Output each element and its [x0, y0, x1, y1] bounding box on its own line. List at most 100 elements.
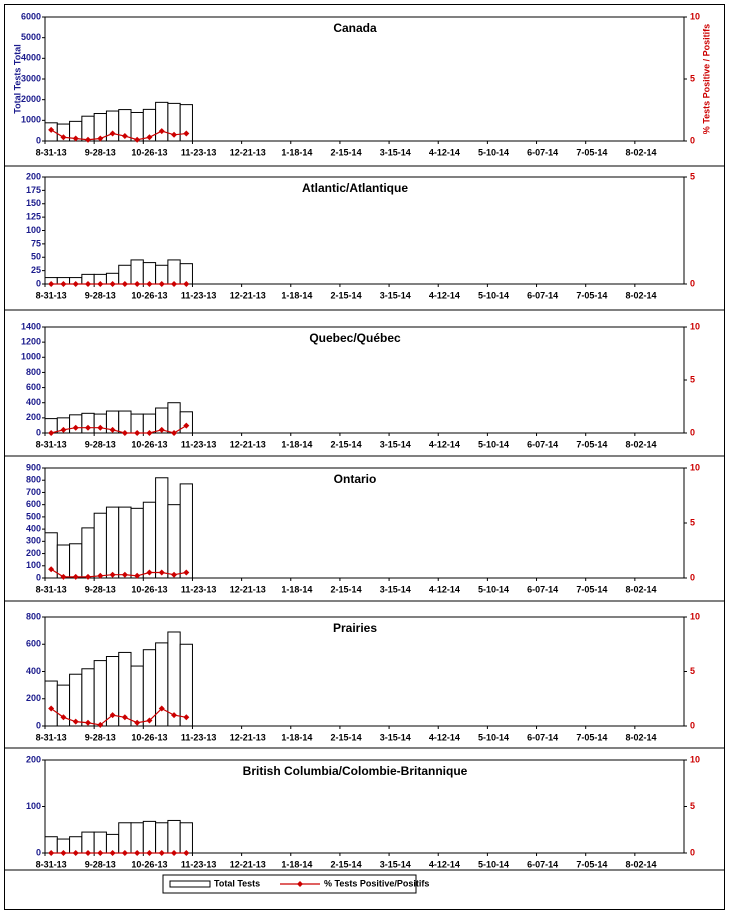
point-marker — [146, 850, 153, 856]
outer-border — [4, 4, 725, 910]
x-tick-label: 3-15-14 — [380, 147, 411, 157]
x-tick-label: 6-07-14 — [527, 584, 558, 594]
y2-tick-label: 5 — [690, 73, 695, 83]
x-tick-label: 4-12-14 — [429, 147, 460, 157]
point-marker — [171, 850, 178, 856]
bar — [142, 501, 157, 579]
point-marker — [146, 281, 153, 287]
bar — [81, 668, 95, 727]
bar — [179, 411, 193, 434]
point-marker — [183, 714, 190, 721]
point-marker — [158, 569, 165, 576]
point-marker — [146, 134, 153, 141]
point-marker — [134, 136, 141, 143]
y-tick-label: 0 — [36, 427, 41, 437]
point-marker — [48, 850, 55, 856]
bar — [179, 643, 193, 727]
x-tick-label: 12-21-13 — [230, 439, 266, 449]
y-tick-label: 6000 — [21, 11, 41, 21]
x-tick-label: 3-15-14 — [380, 859, 411, 869]
x-tick-label: 8-31-13 — [36, 859, 67, 869]
point-marker — [121, 281, 128, 287]
y-tick-label: 600 — [26, 499, 41, 509]
point-marker — [171, 281, 178, 287]
bar — [130, 822, 144, 854]
point-marker — [121, 850, 128, 856]
y-tick-label: 1200 — [21, 337, 41, 347]
y-tick-label: 150 — [26, 198, 41, 208]
point-marker — [134, 850, 141, 856]
x-tick-label: 10-26-13 — [131, 859, 167, 869]
x-tick-label: 12-21-13 — [230, 147, 266, 157]
x-tick-label: 12-21-13 — [230, 732, 266, 742]
legend-label: % Tests Positive/Positifs — [324, 878, 429, 888]
bar — [142, 649, 157, 727]
y2-tick-label: 0 — [690, 135, 695, 145]
point-marker — [97, 850, 104, 856]
point-marker — [72, 573, 79, 580]
y-tick-label: 5000 — [21, 32, 41, 42]
y-tick-label: 200 — [26, 171, 41, 181]
y-tick-label: 900 — [26, 462, 41, 472]
y-tick-label: 75 — [31, 238, 41, 248]
x-tick-label: 9-28-13 — [85, 439, 116, 449]
bar — [69, 543, 83, 579]
x-tick-label: 8-31-13 — [36, 439, 67, 449]
chart-title: Quebec/Québec — [309, 331, 401, 345]
bar — [167, 631, 181, 727]
point-marker — [146, 430, 153, 436]
point-marker — [134, 430, 141, 436]
y2-tick-label: 10 — [690, 11, 700, 21]
point-marker — [158, 426, 165, 433]
bar — [44, 680, 58, 727]
point-marker — [48, 430, 55, 436]
x-tick-label: 4-12-14 — [429, 732, 460, 742]
y-axis-title: Total Tests Total — [12, 44, 22, 114]
x-tick-label: 11-23-13 — [181, 147, 217, 157]
point-marker — [72, 718, 79, 725]
x-tick-label: 2-15-14 — [331, 732, 362, 742]
y-tick-label: 500 — [26, 511, 41, 521]
point-marker — [60, 714, 67, 721]
y2-tick-label: 5 — [690, 801, 695, 811]
bar — [81, 831, 95, 854]
y2-tick-label: 10 — [690, 611, 700, 621]
y-tick-label: 600 — [26, 382, 41, 392]
x-tick-label: 2-15-14 — [331, 584, 362, 594]
x-tick-label: 2-15-14 — [331, 290, 362, 300]
x-tick-label: 6-07-14 — [527, 147, 558, 157]
x-tick-label: 9-28-13 — [85, 147, 116, 157]
x-tick-label: 8-02-14 — [625, 147, 656, 157]
y-tick-label: 200 — [26, 754, 41, 764]
bar — [179, 263, 193, 285]
x-tick-label: 8-31-13 — [36, 290, 67, 300]
x-tick-label: 8-31-13 — [36, 584, 67, 594]
point-marker — [48, 126, 55, 133]
y-tick-label: 100 — [26, 225, 41, 235]
point-marker — [183, 569, 190, 576]
point-marker — [121, 714, 128, 721]
bar — [155, 822, 169, 854]
x-tick-label: 6-07-14 — [527, 732, 558, 742]
y-tick-label: 200 — [26, 548, 41, 558]
y2-tick-label: 0 — [690, 847, 695, 857]
point-marker — [60, 573, 67, 580]
y-tick-label: 200 — [26, 693, 41, 703]
point-marker — [171, 571, 178, 578]
x-tick-label: 6-07-14 — [527, 290, 558, 300]
x-tick-label: 12-21-13 — [230, 584, 266, 594]
point-marker — [171, 430, 178, 436]
point-marker — [171, 712, 178, 719]
point-marker — [183, 850, 190, 856]
point-marker — [109, 571, 116, 578]
point-marker — [48, 566, 55, 573]
x-tick-label: 12-21-13 — [230, 859, 266, 869]
y-tick-label: 300 — [26, 536, 41, 546]
bar — [179, 822, 193, 854]
bar — [105, 506, 120, 579]
y2-tick-label: 0 — [690, 720, 695, 730]
x-tick-label: 3-15-14 — [380, 732, 411, 742]
y-tick-label: 0 — [36, 847, 41, 857]
chart-title: Ontario — [334, 472, 377, 486]
